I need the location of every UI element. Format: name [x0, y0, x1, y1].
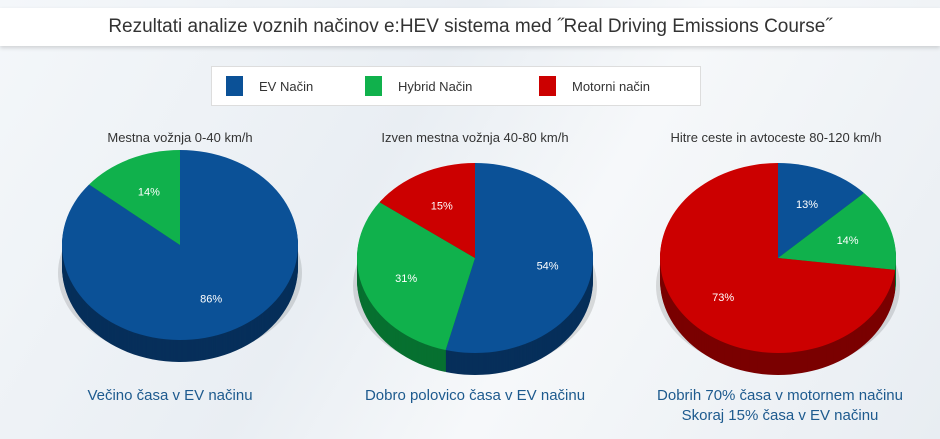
chart-title-1: Mestna vožnja 0-40 km/h	[107, 130, 253, 145]
data-label: 14%	[837, 235, 859, 247]
legend-swatch	[365, 76, 382, 96]
caption-2: Dobro polovico časa v EV načinu	[315, 386, 635, 406]
data-label: 15%	[431, 201, 453, 213]
pie-slice-hybrid-način	[89, 150, 180, 245]
legend-swatch	[539, 76, 556, 96]
caption-line: Dobrih 70% časa v motornem načinu	[657, 387, 903, 404]
chart-title-3: Hitre ceste in avtoceste 80-120 km/h	[670, 130, 882, 145]
legend-swatch	[226, 76, 243, 96]
pie-slice-motorni-način	[379, 163, 475, 258]
caption-3: Dobrih 70% časa v motornem načinu Skoraj …	[620, 386, 940, 426]
data-label: 31%	[395, 273, 417, 285]
caption-line: Dobro polovico časa v EV načinu	[364, 387, 586, 404]
data-label: 73%	[712, 292, 734, 304]
caption-line: Večino časa v EV načinu	[87, 387, 253, 404]
caption-1: Večino časa v EV načinu	[10, 386, 330, 406]
legend: EV Način Hybrid Način Motorni način	[211, 66, 701, 106]
legend-label: EV Način	[259, 78, 314, 94]
caption-line: Skoraj 15% časa v EV načinu	[681, 407, 879, 424]
legend-label: Motorni način	[572, 78, 651, 94]
pie-slice-hybrid-način	[778, 192, 896, 270]
data-label: 54%	[537, 260, 559, 272]
data-label: 13%	[796, 199, 818, 211]
pie-slice-hybrid-način	[356, 202, 475, 351]
legend-item-ev: EV Način	[226, 76, 313, 96]
pie-slice-motorni-način	[660, 163, 896, 354]
page-title: Rezultati analize voznih načinov e:HEV s…	[0, 8, 940, 46]
legend-label: Hybrid Način	[398, 78, 473, 94]
data-label: 14%	[138, 187, 160, 199]
legend-item-hybrid: Hybrid Način	[365, 76, 472, 96]
data-label: 86%	[200, 293, 222, 305]
pie-slice-ev-način	[61, 150, 298, 341]
chart-title-2: Izven mestna vožnja 40-80 km/h	[381, 130, 569, 145]
pie-slice-ev-način	[445, 163, 593, 353]
legend-item-motor: Motorni način	[539, 76, 650, 96]
pie-slice-ev-način	[778, 163, 865, 258]
